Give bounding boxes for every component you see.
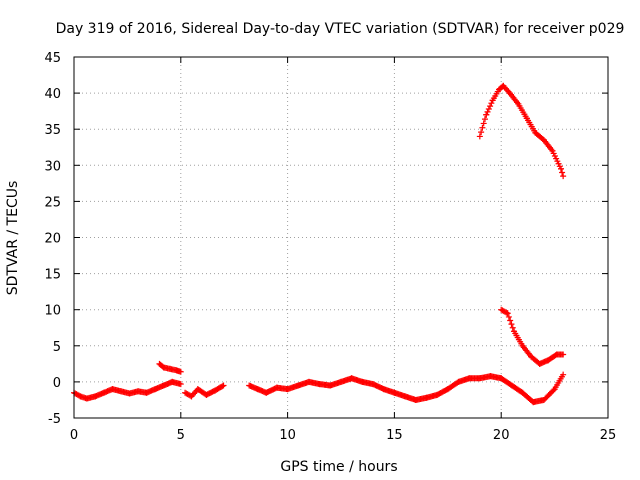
- series-high-track: [476, 82, 567, 180]
- data-point: [503, 309, 510, 316]
- data-point: [484, 108, 491, 115]
- y-tick-labels: -5 0 5 10 15 20 25 30 35 40 45: [44, 51, 61, 427]
- data-point: [550, 387, 557, 394]
- data-point: [560, 351, 567, 358]
- y-tick-label: -5: [48, 412, 61, 427]
- series-bump-4h: [156, 360, 184, 375]
- data-point: [505, 313, 512, 320]
- data-point: [560, 371, 567, 378]
- data-point: [483, 111, 490, 118]
- gridlines: [74, 57, 608, 418]
- data-point: [479, 124, 486, 131]
- data-point: [478, 129, 485, 136]
- data-point: [559, 169, 566, 176]
- x-tick-label: 10: [279, 428, 296, 443]
- series-low-track-a: [71, 378, 184, 402]
- data-point: [481, 116, 488, 123]
- x-tick-label: 25: [600, 428, 617, 443]
- y-tick-label: 5: [53, 340, 61, 355]
- series-mid-track: [498, 306, 567, 367]
- x-tick-label: 20: [493, 428, 510, 443]
- y-tick-label: 35: [44, 123, 61, 138]
- data-point: [177, 368, 184, 375]
- y-tick-label: 30: [44, 159, 61, 174]
- data-point: [507, 317, 514, 324]
- chart-title: Day 319 of 2016, Sidereal Day-to-day VTE…: [56, 21, 625, 37]
- y-tick-label: 45: [44, 51, 61, 66]
- x-tick-label: 5: [177, 428, 185, 443]
- x-tick-labels: 0 5 10 15 20 25: [70, 428, 616, 443]
- y-axis-title: SDTVAR / TECUs: [5, 181, 21, 296]
- y-tick-label: 0: [53, 376, 61, 391]
- series-low-track-c: [246, 371, 567, 406]
- y-tick-label: 20: [44, 232, 61, 247]
- data-point: [480, 120, 487, 127]
- y-tick-label: 40: [44, 87, 61, 102]
- x-tick-label: 15: [386, 428, 403, 443]
- data-point: [560, 173, 567, 180]
- x-tick-label: 0: [70, 428, 78, 443]
- series-low-track-b: [182, 382, 227, 400]
- data-point: [487, 103, 494, 110]
- data-point: [476, 133, 483, 140]
- data-point: [220, 382, 227, 389]
- data-point: [508, 321, 515, 328]
- y-tick-label: 10: [44, 304, 61, 319]
- data-point: [488, 100, 495, 107]
- data-points: [71, 82, 567, 406]
- y-tick-label: 15: [44, 268, 61, 283]
- data-point: [509, 324, 516, 331]
- data-point: [219, 383, 226, 390]
- y-tick-label: 25: [44, 195, 61, 210]
- plot-frame: [73, 56, 609, 419]
- data-point: [177, 381, 184, 388]
- data-point: [485, 105, 492, 112]
- data-point: [558, 165, 565, 172]
- data-point: [504, 310, 511, 317]
- x-axis-title: GPS time / hours: [280, 459, 397, 475]
